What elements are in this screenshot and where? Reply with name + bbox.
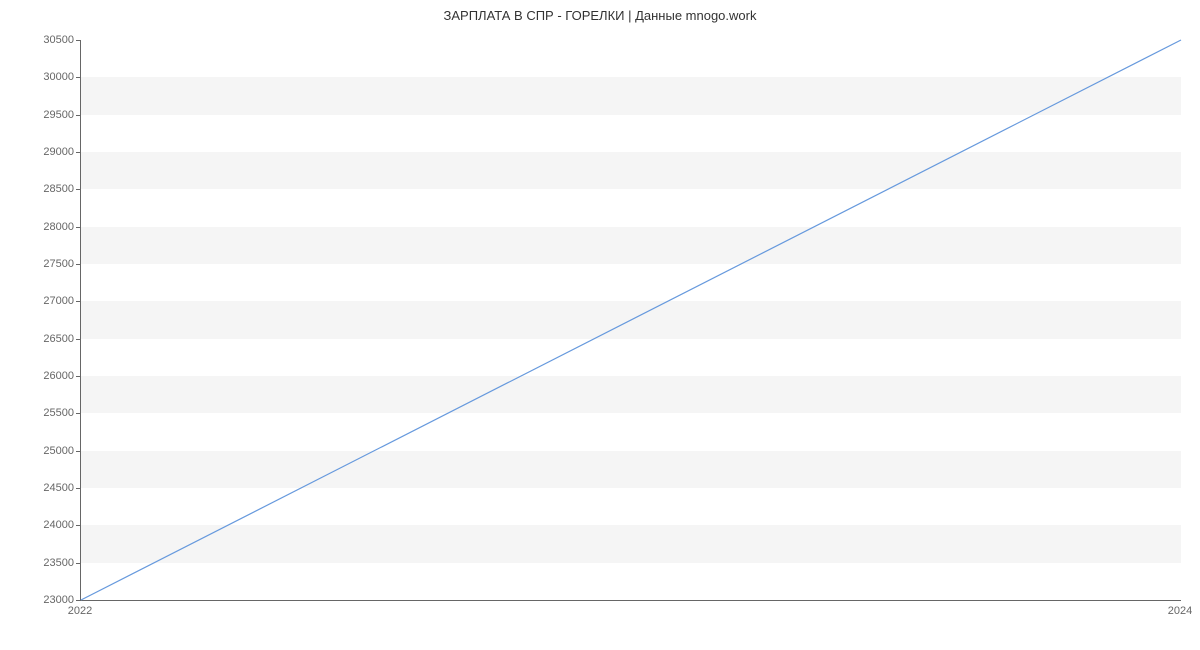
y-tick-mark [76,413,81,414]
y-tick-label: 25500 [4,407,74,419]
y-tick-label: 30000 [4,71,74,83]
chart-title: ЗАРПЛАТА В СПР - ГОРЕЛКИ | Данные mnogo.… [0,8,1200,23]
y-tick-label: 25000 [4,445,74,457]
x-tick-label: 2024 [1168,605,1192,617]
y-tick-label: 23000 [4,594,74,606]
y-tick-label: 26500 [4,333,74,345]
y-tick-label: 23500 [4,557,74,569]
y-tick-label: 30500 [4,34,74,46]
y-tick-mark [76,301,81,302]
y-tick-label: 28000 [4,221,74,233]
x-tick-label: 2022 [68,605,92,617]
y-tick-mark [76,77,81,78]
y-tick-label: 24500 [4,482,74,494]
y-tick-mark [76,451,81,452]
y-tick-label: 24000 [4,519,74,531]
y-tick-label: 28500 [4,183,74,195]
y-tick-label: 27000 [4,295,74,307]
y-tick-label: 29500 [4,109,74,121]
y-tick-mark [76,115,81,116]
y-tick-mark [76,264,81,265]
y-tick-mark [76,600,81,601]
y-tick-mark [76,40,81,41]
y-tick-mark [76,339,81,340]
y-tick-mark [76,227,81,228]
line-series [81,40,1181,600]
y-tick-mark [76,488,81,489]
y-tick-mark [76,189,81,190]
salary-chart: ЗАРПЛАТА В СПР - ГОРЕЛКИ | Данные mnogo.… [0,0,1200,650]
y-tick-mark [76,525,81,526]
y-tick-mark [76,152,81,153]
y-tick-label: 29000 [4,146,74,158]
y-tick-mark [76,376,81,377]
plot-area [80,40,1181,601]
y-tick-label: 27500 [4,258,74,270]
y-tick-label: 26000 [4,370,74,382]
y-tick-mark [76,563,81,564]
